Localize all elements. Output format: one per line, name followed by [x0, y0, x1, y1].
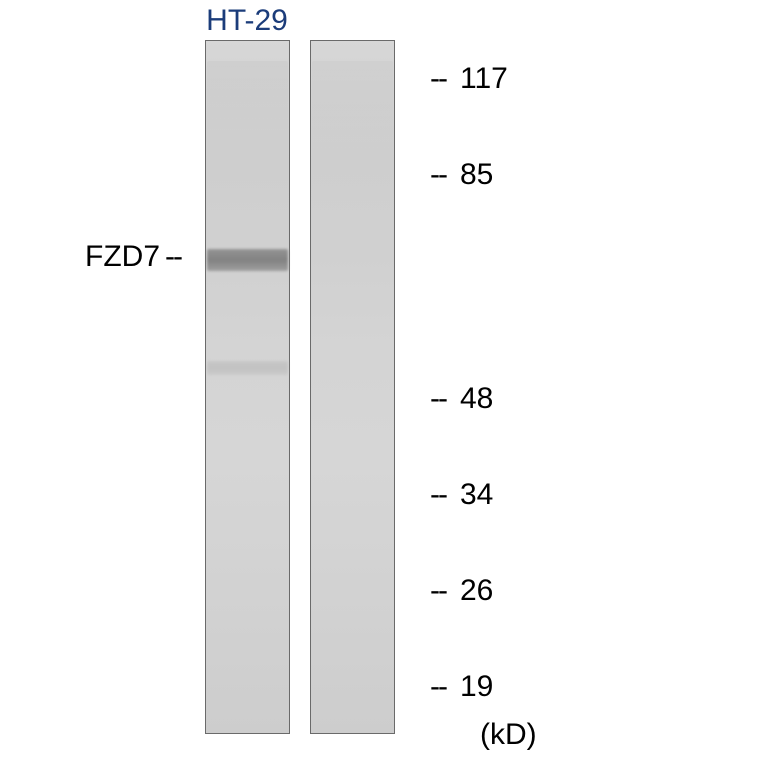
mw-tick: --	[430, 670, 446, 704]
mw-marker-row: -- 85	[430, 158, 493, 192]
blot-band	[207, 249, 288, 271]
mw-tick: --	[430, 158, 446, 192]
mw-marker-row: -- 34	[430, 478, 493, 512]
mw-marker-row: -- 26	[430, 574, 493, 608]
blot-lane	[205, 40, 290, 734]
mw-marker-row: -- 117	[430, 62, 508, 96]
mw-tick: --	[430, 478, 446, 512]
lane-streak	[312, 61, 393, 211]
mw-tick: --	[430, 574, 446, 608]
mw-unit-label: (kD)	[480, 718, 537, 752]
mw-value: 26	[460, 574, 493, 608]
mw-tick: --	[430, 382, 446, 416]
mw-value: 34	[460, 478, 493, 512]
blot-figure: HT-29FZD7----117--85--48--34--26--19(kD)	[0, 0, 764, 764]
mw-value: 19	[460, 670, 493, 704]
mw-marker-row: -- 48	[430, 382, 493, 416]
lane-header-label: HT-29	[206, 4, 288, 38]
mw-marker-row: -- 19	[430, 670, 493, 704]
blot-lane	[310, 40, 395, 734]
lane-streak	[207, 61, 288, 211]
mw-value: 85	[460, 158, 493, 192]
mw-value: 48	[460, 382, 493, 416]
protein-tick: --	[165, 240, 181, 274]
blot-band	[207, 361, 288, 375]
mw-tick: --	[430, 62, 446, 96]
mw-value: 117	[460, 62, 508, 96]
protein-name-label: FZD7	[85, 240, 160, 274]
